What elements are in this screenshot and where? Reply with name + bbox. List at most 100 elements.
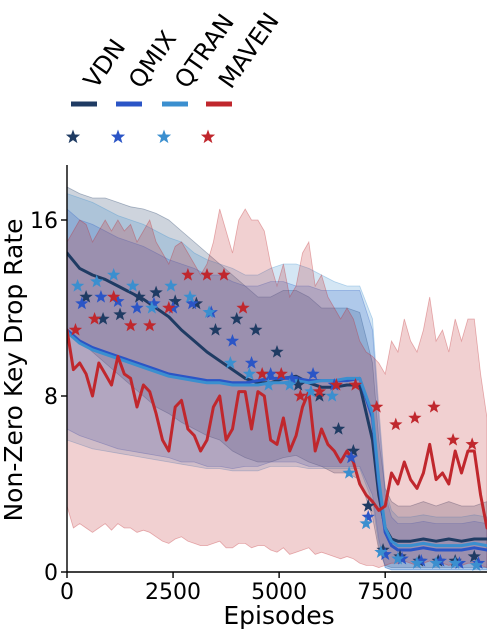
marker-maven xyxy=(370,400,384,413)
marker-vdn xyxy=(270,345,284,358)
marker-vdn xyxy=(331,422,346,435)
marker-maven xyxy=(408,411,422,424)
legend-marker-qmix xyxy=(110,129,126,144)
marker-qtran xyxy=(429,556,443,569)
x-tick-label: 5000 xyxy=(251,580,307,605)
line-maven xyxy=(67,328,487,530)
marker-qmix xyxy=(306,367,320,380)
y-tick-label: 16 xyxy=(30,209,58,234)
x-tick-label: 0 xyxy=(60,580,74,605)
marker-qtran xyxy=(391,551,405,565)
marker-qmix xyxy=(414,554,428,567)
marker-qtran xyxy=(261,378,276,391)
marker-qmix xyxy=(433,554,447,567)
x-tick-label: 7500 xyxy=(357,580,413,605)
marker-vdn xyxy=(113,307,127,321)
marker-maven xyxy=(427,400,441,413)
marker-vdn xyxy=(249,323,263,336)
marker-vdn xyxy=(393,549,407,563)
marker-qtran xyxy=(107,268,121,281)
marker-maven xyxy=(87,312,102,325)
marker-maven xyxy=(255,367,269,380)
marker-vdn xyxy=(376,543,390,556)
marker-vdn xyxy=(467,549,481,563)
marker-maven xyxy=(200,268,214,281)
x-axis-label: Episodes xyxy=(223,601,334,630)
marker-qmix xyxy=(111,294,125,308)
marker-maven xyxy=(181,268,195,281)
marker-maven xyxy=(348,378,363,391)
marker-maven xyxy=(123,318,138,332)
marker-vdn xyxy=(208,323,223,336)
marker-maven xyxy=(162,301,176,314)
marker-qtran xyxy=(223,356,237,369)
marker-maven xyxy=(446,433,460,446)
legend-marker-qtran xyxy=(156,129,172,144)
marker-vdn xyxy=(132,290,146,303)
marker-qmix xyxy=(225,334,240,347)
marker-vdn xyxy=(149,285,163,299)
y-axis-label: Non-Zero Key Drop Rate xyxy=(0,218,28,521)
marker-qtran xyxy=(448,556,462,569)
axes: Non-Zero Key Drop Rate Episodes 0 8 16 0 250… xyxy=(0,165,487,630)
legend-label-vdn: VDN xyxy=(78,34,131,93)
plot-inner xyxy=(67,186,487,572)
marker-qtran xyxy=(325,389,339,402)
marker-maven xyxy=(236,301,250,314)
marker-maven xyxy=(107,290,121,303)
marker-qmix xyxy=(285,371,299,385)
legend-marker-vdn xyxy=(65,129,81,144)
marker-qtran xyxy=(70,279,85,292)
marker-qmix xyxy=(471,556,486,569)
x-tick-label: 2500 xyxy=(145,580,201,605)
marker-vdn xyxy=(79,290,93,303)
y-tick-label: 8 xyxy=(44,385,58,410)
marker-vdn xyxy=(291,378,305,391)
marker-maven xyxy=(329,378,344,391)
marker-qmix xyxy=(94,290,108,303)
marker-vdn xyxy=(361,499,375,512)
y-tick-label: 0 xyxy=(44,561,58,586)
marker-maven xyxy=(68,323,83,336)
plot-area xyxy=(67,186,487,572)
marker-qmix xyxy=(147,296,161,310)
marker-qmix xyxy=(75,296,89,310)
marker-qtran xyxy=(202,305,216,319)
marker-qtran xyxy=(90,274,104,288)
marker-vdn xyxy=(230,312,244,325)
marker-vdn xyxy=(168,294,182,308)
marker-qtran xyxy=(342,466,356,479)
marker-maven xyxy=(143,318,157,332)
marker-qmix xyxy=(344,450,358,464)
marker-qmix xyxy=(378,547,392,561)
marker-qtran xyxy=(183,290,197,303)
marker-qtran xyxy=(242,367,257,380)
marker-maven xyxy=(274,367,288,380)
marker-qtran xyxy=(304,384,318,398)
legend-marker-maven xyxy=(200,129,216,144)
marker-maven xyxy=(389,417,403,431)
marker-qtran xyxy=(374,545,388,558)
marker-qmix xyxy=(361,510,375,523)
marker-qmix xyxy=(244,356,259,369)
marker-vdn xyxy=(346,444,361,457)
marker-qtran xyxy=(410,556,424,569)
marker-qtran xyxy=(359,516,373,530)
marker-maven xyxy=(465,437,479,451)
marker-qtran xyxy=(283,378,297,391)
marker-qmix xyxy=(130,301,144,314)
marker-qtran xyxy=(469,558,484,572)
marker-qmix xyxy=(185,296,199,310)
marker-qtran xyxy=(126,279,140,292)
marker-vdn xyxy=(96,312,110,325)
marker-qtran xyxy=(164,279,178,292)
marker-maven xyxy=(293,389,307,402)
marker-qmix xyxy=(263,367,278,380)
marker-vdn xyxy=(312,389,327,402)
marker-qtran xyxy=(145,301,159,314)
legend-label-qmix: QMIX xyxy=(123,26,182,94)
band-maven xyxy=(67,208,487,569)
marker-maven xyxy=(217,268,231,281)
